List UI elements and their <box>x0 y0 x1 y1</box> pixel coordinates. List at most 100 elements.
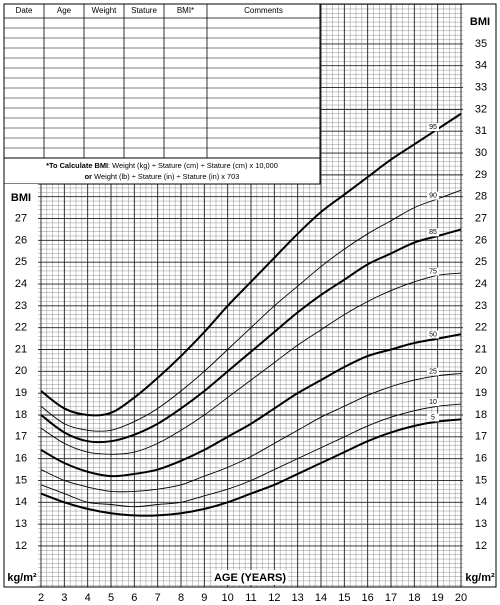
curve-label-background <box>427 123 439 132</box>
formula-part: : Weight (kg) ÷ Stature (cm) ÷ Stature (… <box>108 161 278 170</box>
x-tick-label: 8 <box>178 592 184 604</box>
curve-label: 5 <box>431 414 435 421</box>
y-tick-label: 22 <box>15 322 27 334</box>
y-tick-label: 26 <box>475 234 487 246</box>
percentile-curve <box>40 373 462 493</box>
ticks: 2 3 4 5 6 7 8 9 10 11 12 13 14 15 16 17 18 19 201212131314… <box>15 38 487 604</box>
y-tick-label: 23 <box>15 300 27 312</box>
x-label-background <box>212 570 288 585</box>
x-tick-label: 19 <box>432 592 444 604</box>
percentile-curve <box>40 189 462 432</box>
y-tick-label: 25 <box>475 256 487 268</box>
curve-label: 90 <box>429 192 437 199</box>
curve-label: 95 <box>429 124 437 131</box>
right-label-column <box>463 4 496 587</box>
y-tick-label: 27 <box>475 212 487 224</box>
chart-border <box>3 3 497 588</box>
x-tick-label: 12 <box>268 592 280 604</box>
x-tick-label: 16 <box>362 592 374 604</box>
y-tick-label: 24 <box>475 278 487 290</box>
y-tick-label: 14 <box>475 496 487 508</box>
y-tick-label: 14 <box>15 496 27 508</box>
y-unit-right: kg/m² <box>465 572 495 584</box>
y-tick-label: 28 <box>475 191 487 203</box>
column-header: Comments <box>244 6 283 15</box>
y-tick-label: 15 <box>15 474 27 486</box>
y-tick-label: 20 <box>15 365 27 377</box>
y-tick-label: 34 <box>475 60 487 72</box>
curve-label-background <box>427 330 439 339</box>
record-table: Date Age Weight Stature BMI* Comments <box>4 4 320 158</box>
column-header: Weight <box>92 6 118 15</box>
y-tick-label: 16 <box>15 453 27 465</box>
y-tick-label: 19 <box>475 387 487 399</box>
percentile-curve <box>40 333 462 478</box>
x-tick-label: 11 <box>245 592 256 604</box>
y-tick-label: 18 <box>475 409 487 421</box>
y-tick-label: 15 <box>475 474 487 486</box>
column-header: Stature <box>131 6 157 15</box>
percentile-curve <box>40 112 462 417</box>
y-axis-label-right: BMI <box>470 16 490 28</box>
formula-part: *To Calculate BMI <box>46 161 108 170</box>
x-tick-label: 9 <box>201 592 207 604</box>
curve-label-background <box>427 228 439 237</box>
curve-label: 50 <box>429 331 437 338</box>
y-tick-label: 19 <box>15 387 27 399</box>
formula-part: or <box>85 172 93 181</box>
y-tick-label: 29 <box>475 169 487 181</box>
overlay: Date Age Weight Stature BMI* Comments *To Cal… <box>3 3 497 588</box>
curve-label-background <box>427 267 439 276</box>
y-tick-label: 18 <box>15 409 27 421</box>
y-tick-label: 12 <box>15 540 27 552</box>
y-tick-label: 22 <box>475 322 487 334</box>
curve-label: 85 <box>429 229 437 236</box>
record-table-box <box>3 3 321 185</box>
y-tick-label: 32 <box>475 103 487 115</box>
y-tick-label: 21 <box>475 343 487 355</box>
y-tick-label: 30 <box>475 147 487 159</box>
x-axis-label: AGE (YEARS) <box>214 572 286 584</box>
curve-label: 25 <box>429 368 437 375</box>
formula-part: Weight (lb) ÷ Stature (in) ÷ Stature (in… <box>92 172 239 181</box>
x-tick-label: 2 <box>38 592 44 604</box>
y-tick-label: 17 <box>475 431 487 443</box>
x-tick-label: 20 <box>455 592 467 604</box>
x-tick-label: 10 <box>222 592 234 604</box>
grid <box>38 4 463 587</box>
y-tick-label: 35 <box>475 38 487 50</box>
left-label-column <box>4 184 38 587</box>
y-tick-label: 24 <box>15 278 27 290</box>
percentile-curve <box>40 403 462 508</box>
x-tick-label: 5 <box>108 592 114 604</box>
y-tick-label: 16 <box>475 453 487 465</box>
y-tick-label: 17 <box>15 431 27 443</box>
x-tick-label: 6 <box>131 592 137 604</box>
x-tick-label: 14 <box>315 592 327 604</box>
column-header: BMI* <box>177 6 194 15</box>
x-tick-label: 18 <box>408 592 420 604</box>
y-tick-label: 13 <box>15 518 27 530</box>
y-tick-label: 20 <box>475 365 487 377</box>
column-header: Date <box>16 6 33 15</box>
curve-label: 10 <box>429 399 437 406</box>
x-tick-label: 17 <box>385 592 397 604</box>
x-tick-label: 7 <box>155 592 161 604</box>
y-tick-label: 27 <box>15 212 27 224</box>
curve-label-background <box>427 398 439 407</box>
y-tick-label: 25 <box>15 256 27 268</box>
y-tick-label: 21 <box>15 343 27 355</box>
curve-label-background <box>427 367 439 376</box>
y-tick-label: 23 <box>475 300 487 312</box>
y-unit-left: kg/m² <box>7 572 37 584</box>
y-tick-label: 12 <box>475 540 487 552</box>
curve-label: 75 <box>429 268 437 275</box>
x-tick-label: 13 <box>292 592 304 604</box>
formula-line: *To Calculate BMI: Weight (kg) ÷ Stature… <box>46 161 278 170</box>
curve-label-background <box>427 191 439 200</box>
y-tick-label: 31 <box>475 125 487 137</box>
y-axis-label-left: BMI <box>11 192 31 204</box>
percentile-curve <box>40 228 462 444</box>
percentile-curve <box>40 272 462 455</box>
